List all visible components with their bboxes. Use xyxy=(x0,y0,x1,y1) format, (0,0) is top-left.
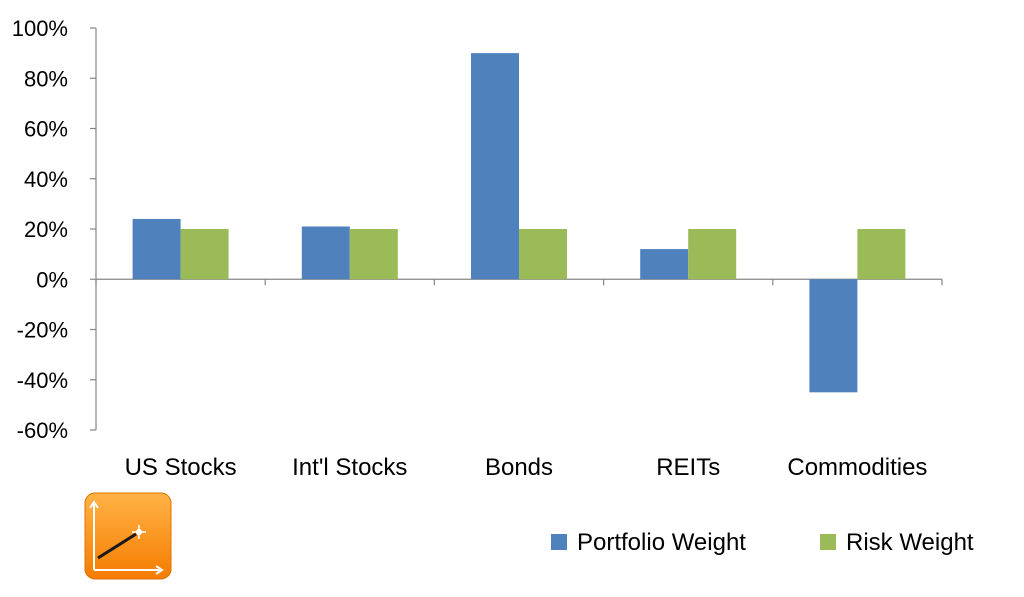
y-tick-label: 0% xyxy=(36,267,68,292)
bar-portfolio-weight xyxy=(471,53,519,280)
legend-label: Risk Weight xyxy=(846,529,974,556)
x-axis-labels: US Stocks Int'l Stocks Bonds REITs Commoditi… xyxy=(125,454,928,481)
legend-swatch xyxy=(551,534,567,550)
y-tick-label: 20% xyxy=(24,217,68,242)
bar-portfolio-weight xyxy=(809,279,858,393)
y-tick-label: 80% xyxy=(24,66,68,91)
bar-risk-weight xyxy=(180,229,229,280)
x-category-label: US Stocks xyxy=(125,454,237,481)
chart-legend: Portfolio Weight Risk Weight xyxy=(551,529,974,556)
bar-portfolio-weight xyxy=(640,249,689,280)
legend-label: Portfolio Weight xyxy=(577,529,746,556)
y-tick-label: -20% xyxy=(17,318,68,343)
chart-bars xyxy=(132,53,906,393)
y-tick-label: -40% xyxy=(17,368,68,393)
bar-risk-weight xyxy=(519,229,567,280)
bar-risk-weight xyxy=(857,229,906,280)
x-category-label: Commodities xyxy=(787,454,927,481)
y-tick-label: 40% xyxy=(24,167,68,192)
y-tick-label: 100% xyxy=(12,16,68,41)
bar-portfolio-weight xyxy=(301,226,350,280)
x-category-label: REITs xyxy=(656,454,720,481)
x-category-label: Bonds xyxy=(485,454,553,481)
x-category-label: Int'l Stocks xyxy=(292,454,407,481)
bar-portfolio-weight xyxy=(132,218,181,280)
y-tick-label: -60% xyxy=(17,418,68,443)
chart-line-up-icon xyxy=(84,492,172,580)
legend-swatch xyxy=(820,534,836,550)
y-tick-label: 60% xyxy=(24,117,68,142)
y-axis-ticks: 100% 80% 60% 40% 20% 0% -20% -40% -60% xyxy=(12,16,96,443)
bar-risk-weight xyxy=(688,229,737,280)
bar-risk-weight xyxy=(349,229,398,280)
